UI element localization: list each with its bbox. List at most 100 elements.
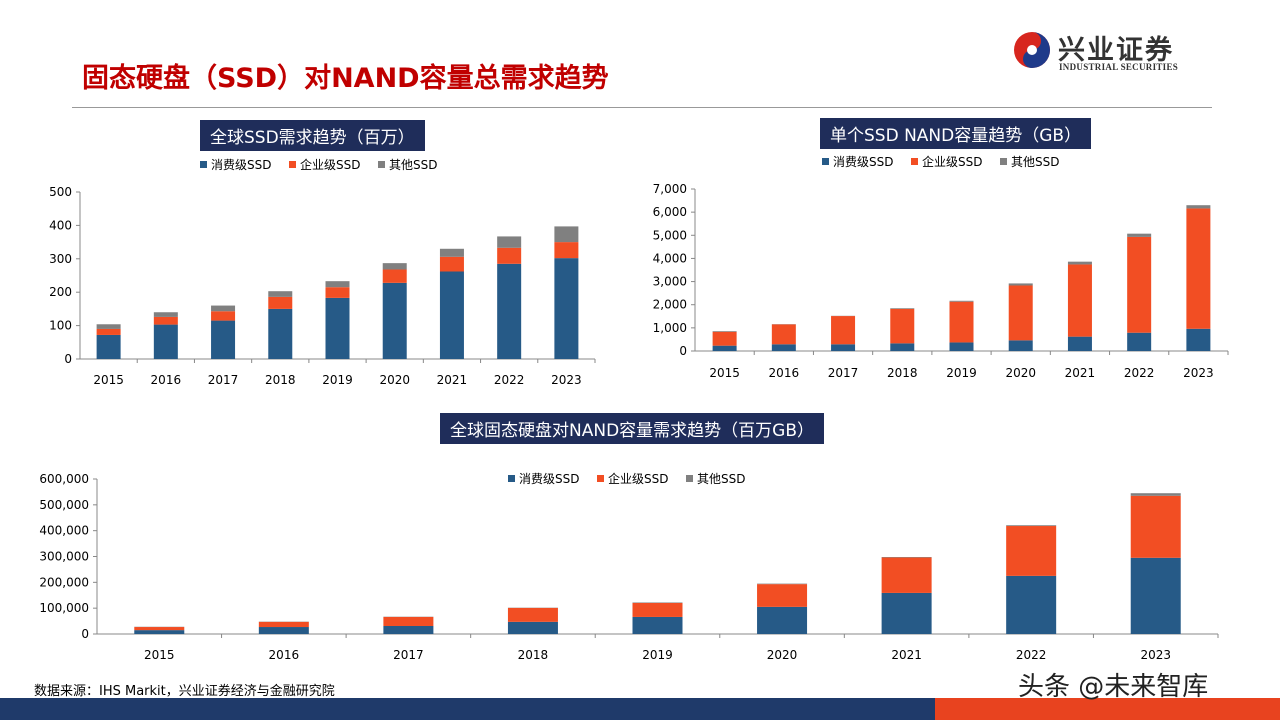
bar-other-2017: [211, 305, 236, 312]
bar-other-2023: [554, 226, 579, 243]
bar-consumer-2020: [757, 606, 808, 634]
x-tick-label: 2021: [1065, 366, 1096, 380]
bar-consumer-2023: [1130, 557, 1181, 634]
y-tick-label: 300: [49, 252, 72, 266]
bar-consumer-2019: [949, 342, 974, 351]
x-tick-label: 2015: [93, 373, 124, 387]
x-tick-label: 2023: [1140, 648, 1171, 662]
bar-other-2019: [949, 300, 974, 302]
bar-other-2022: [1006, 525, 1057, 527]
x-tick-label: 2016: [269, 648, 300, 662]
logo-text-cn: 兴业证券: [1058, 35, 1174, 66]
legend-swatch: [597, 475, 604, 482]
x-tick-label: 2017: [393, 648, 424, 662]
bar-enterprise-2022: [1127, 236, 1152, 333]
bar-enterprise-2019: [325, 287, 350, 298]
legend-label: 企业级SSD: [922, 154, 982, 169]
bar-other-2020: [382, 263, 407, 270]
legend-swatch: [289, 161, 296, 168]
footer-bar-red: [935, 698, 1280, 720]
bar-other-2015: [712, 331, 737, 332]
y-tick-label: 200: [49, 285, 72, 299]
legend-label: 其他SSD: [389, 158, 437, 172]
legend-swatch: [378, 161, 385, 168]
bar-enterprise-2015: [134, 627, 185, 631]
legend-label: 企业级SSD: [300, 157, 360, 172]
legend-label: 消费级SSD: [211, 158, 271, 172]
y-tick-label: 400: [49, 218, 72, 232]
bar-enterprise-2020: [382, 269, 407, 283]
bar-other-2022: [497, 236, 522, 248]
bar-enterprise-2021: [1067, 264, 1092, 337]
bar-enterprise-2022: [497, 247, 522, 264]
bar-other-2023: [1130, 493, 1181, 496]
y-tick-label: 500,000: [39, 498, 89, 512]
x-tick-label: 2016: [769, 366, 800, 380]
bar-consumer-2022: [1127, 332, 1152, 351]
bar-consumer-2017: [383, 625, 434, 634]
y-tick-label: 100: [49, 319, 72, 333]
y-tick-label: 2,000: [653, 298, 687, 312]
y-tick-label: 3,000: [653, 275, 687, 289]
x-tick-label: 2021: [437, 373, 468, 387]
bar-consumer-2023: [1186, 328, 1211, 351]
x-tick-label: 2020: [767, 648, 798, 662]
y-tick-label: 1,000: [653, 321, 687, 335]
bar-other-2022: [1127, 233, 1152, 237]
bar-consumer-2017: [831, 344, 856, 351]
bar-consumer-2020: [1008, 340, 1033, 351]
bar-enterprise-2023: [1130, 495, 1181, 558]
bar-enterprise-2020: [1008, 285, 1033, 341]
x-tick-label: 2017: [208, 373, 239, 387]
legend-swatch: [1000, 158, 1007, 165]
bar-consumer-2020: [382, 282, 407, 359]
bar-enterprise-2023: [1186, 208, 1211, 329]
x-tick-label: 2021: [891, 648, 922, 662]
footer-bar-navy: [0, 698, 935, 720]
y-tick-label: 100,000: [39, 601, 89, 615]
x-tick-label: 2020: [1005, 366, 1036, 380]
legend-label: 消费级SSD: [833, 155, 893, 169]
bar-enterprise-2019: [632, 603, 683, 617]
bar-other-2019: [325, 281, 350, 288]
company-logo: 兴业证券 INDUSTRIAL SECURITIES: [1012, 28, 1212, 74]
x-tick-label: 2019: [322, 373, 353, 387]
bar-consumer-2021: [439, 271, 464, 359]
y-tick-label: 4,000: [653, 251, 687, 265]
bar-other-2021: [439, 248, 464, 257]
y-tick-label: 5,000: [653, 228, 687, 242]
bar-consumer-2016: [258, 627, 309, 634]
y-tick-label: 0: [64, 352, 72, 366]
bar-other-2023: [1186, 205, 1211, 209]
x-tick-label: 2023: [551, 373, 582, 387]
bar-consumer-2022: [497, 263, 522, 359]
bar-other-2021: [881, 557, 932, 558]
bar-enterprise-2020: [757, 584, 808, 607]
data-source: 数据来源：IHS Markit，兴业证券经济与金融研究院: [34, 684, 335, 699]
y-tick-label: 6,000: [653, 205, 687, 219]
y-tick-label: 200,000: [39, 575, 89, 589]
bar-other-2018: [890, 308, 915, 309]
bar-other-2018: [268, 291, 293, 297]
x-tick-label: 2019: [946, 366, 977, 380]
title-divider: [72, 107, 1212, 108]
x-tick-label: 2015: [709, 366, 740, 380]
bar-consumer-2015: [712, 345, 737, 351]
bar-other-2020: [1008, 283, 1033, 286]
bar-consumer-2023: [554, 258, 579, 359]
legend-label: 消费级SSD: [519, 472, 579, 486]
x-tick-label: 2022: [1016, 648, 1047, 662]
legend-label: 其他SSD: [697, 472, 745, 486]
y-tick-label: 400,000: [39, 524, 89, 538]
bar-enterprise-2021: [881, 557, 932, 593]
x-tick-label: 2015: [144, 648, 175, 662]
bar-other-2019: [632, 602, 683, 603]
bar-enterprise-2018: [268, 296, 293, 309]
bar-consumer-2022: [1006, 575, 1057, 634]
bar-enterprise-2016: [153, 316, 178, 325]
legend-swatch: [911, 158, 918, 165]
y-tick-label: 7,000: [653, 182, 687, 196]
bar-enterprise-2015: [712, 331, 737, 346]
legend-label: 企业级SSD: [608, 471, 668, 486]
x-tick-label: 2018: [265, 373, 296, 387]
